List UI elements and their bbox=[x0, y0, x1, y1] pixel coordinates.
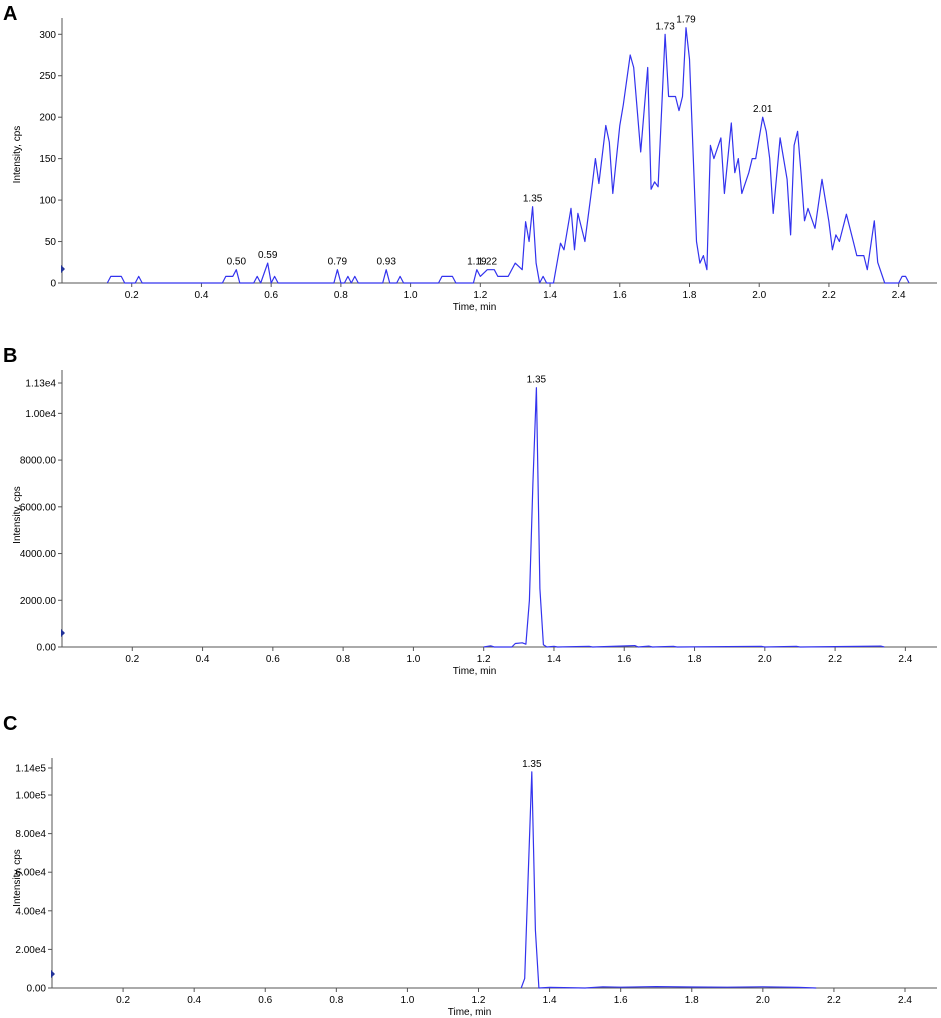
x-axis-label: Time, min bbox=[453, 302, 497, 313]
y-tick-label: 8.00e4 bbox=[15, 829, 46, 840]
x-tick-label: 1.0 bbox=[400, 995, 414, 1006]
peak-label: 1.35 bbox=[522, 759, 542, 770]
x-tick-label: 1.4 bbox=[547, 654, 561, 665]
peak-label: 0.79 bbox=[328, 257, 348, 268]
x-tick-label: 0.2 bbox=[125, 654, 139, 665]
x-tick-label: 2.4 bbox=[892, 290, 906, 301]
y-tick-label: 300 bbox=[39, 30, 56, 41]
peak-label: 1.79 bbox=[676, 15, 696, 26]
x-tick-label: 2.0 bbox=[756, 995, 770, 1006]
y-tick-label: 100 bbox=[39, 196, 56, 207]
y-axis-label: Intensity, cps bbox=[12, 849, 23, 907]
x-tick-label: 0.8 bbox=[329, 995, 343, 1006]
x-tick-label: 1.0 bbox=[406, 654, 420, 665]
axis-frame bbox=[61, 370, 937, 648]
y-tick-label: 2000.00 bbox=[20, 596, 57, 607]
axis-marker bbox=[51, 970, 55, 978]
panel-label: A bbox=[3, 3, 17, 25]
data-line bbox=[520, 771, 817, 989]
x-tick-label: 0.2 bbox=[125, 290, 139, 301]
y-tick-label: 4.00e4 bbox=[15, 906, 46, 917]
x-tick-label: 1.8 bbox=[688, 654, 702, 665]
x-tick-label: 2.4 bbox=[898, 654, 912, 665]
x-tick-label: 0.6 bbox=[258, 995, 272, 1006]
y-tick-label: 2.00e4 bbox=[15, 945, 46, 956]
x-tick-label: 1.6 bbox=[613, 290, 627, 301]
x-axis-label: Time, min bbox=[453, 666, 497, 677]
y-axis-label: Intensity, cps bbox=[12, 486, 23, 544]
y-tick-label: 4000.00 bbox=[20, 549, 57, 560]
y-tick-label: 0 bbox=[50, 279, 56, 290]
x-tick-label: 2.2 bbox=[822, 290, 836, 301]
y-tick-label: 1.14e5 bbox=[15, 764, 46, 775]
y-tick-label: 0.00 bbox=[27, 984, 47, 995]
y-tick-label: 6000.00 bbox=[20, 502, 57, 513]
data-line bbox=[106, 27, 910, 284]
peak-label: 1.73 bbox=[655, 21, 675, 32]
x-tick-label: 1.2 bbox=[472, 995, 486, 1006]
x-tick-label: 1.0 bbox=[404, 290, 418, 301]
panel-label: B bbox=[3, 345, 17, 367]
x-tick-label: 1.6 bbox=[617, 654, 631, 665]
axis-marker bbox=[61, 629, 65, 637]
x-tick-label: 0.8 bbox=[336, 654, 350, 665]
x-tick-label: 2.2 bbox=[828, 654, 842, 665]
x-tick-label: 1.8 bbox=[685, 995, 699, 1006]
peak-label: 1.22 bbox=[478, 257, 498, 268]
x-tick-label: 1.4 bbox=[543, 290, 557, 301]
x-tick-label: 0.4 bbox=[187, 995, 201, 1006]
y-axis-label: Intensity, cps bbox=[12, 126, 23, 184]
y-tick-label: 250 bbox=[39, 71, 56, 82]
x-tick-label: 1.6 bbox=[614, 995, 628, 1006]
x-tick-label: 1.4 bbox=[543, 995, 557, 1006]
x-tick-label: 1.2 bbox=[477, 654, 491, 665]
y-tick-label: 0.00 bbox=[37, 643, 57, 654]
x-tick-label: 1.2 bbox=[473, 290, 487, 301]
x-tick-label: 0.2 bbox=[116, 995, 130, 1006]
y-tick-label: 6.00e4 bbox=[15, 868, 46, 879]
x-tick-label: 2.2 bbox=[827, 995, 841, 1006]
peak-label: 1.19 bbox=[467, 257, 487, 268]
x-tick-label: 2.4 bbox=[898, 995, 912, 1006]
x-axis-label: Time, min bbox=[448, 1007, 492, 1018]
data-line bbox=[483, 387, 885, 648]
panel-label: C bbox=[3, 713, 17, 735]
y-tick-label: 150 bbox=[39, 154, 56, 165]
x-tick-label: 0.4 bbox=[194, 290, 208, 301]
y-tick-label: 8000.00 bbox=[20, 456, 57, 467]
peak-label: 0.59 bbox=[258, 250, 278, 261]
y-tick-label: 50 bbox=[45, 237, 57, 248]
peak-label: 0.93 bbox=[376, 257, 396, 268]
axis-frame bbox=[51, 758, 937, 989]
axis-marker bbox=[61, 265, 65, 273]
peak-label: 0.50 bbox=[227, 257, 247, 268]
x-tick-label: 2.0 bbox=[758, 654, 772, 665]
y-tick-label: 200 bbox=[39, 113, 56, 124]
y-tick-label: 1.00e5 bbox=[15, 791, 46, 802]
axis-frame bbox=[61, 18, 937, 284]
peak-label: 2.01 bbox=[753, 104, 773, 115]
y-tick-label: 1.13e4 bbox=[25, 379, 56, 390]
x-tick-label: 0.4 bbox=[196, 654, 210, 665]
peak-label: 1.35 bbox=[523, 194, 543, 205]
x-tick-label: 0.8 bbox=[334, 290, 348, 301]
x-tick-label: 0.6 bbox=[266, 654, 280, 665]
peak-label: 1.35 bbox=[527, 375, 547, 386]
x-tick-label: 1.8 bbox=[683, 290, 697, 301]
x-tick-label: 2.0 bbox=[752, 290, 766, 301]
x-tick-label: 0.6 bbox=[264, 290, 278, 301]
y-tick-label: 1.00e4 bbox=[25, 409, 56, 420]
